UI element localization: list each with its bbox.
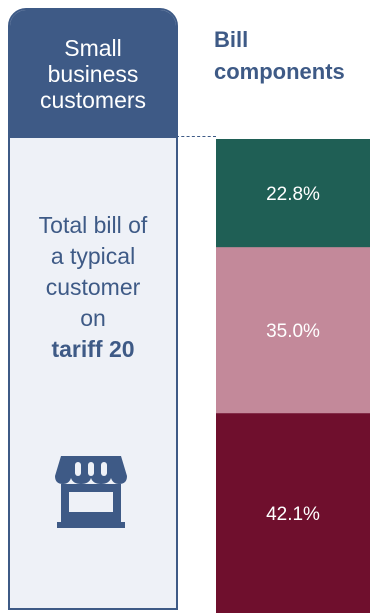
- bar-segment-2: [216, 247, 370, 414]
- bar-segment-1: [216, 139, 370, 248]
- card-header-line: Small: [64, 35, 122, 61]
- card-body-line: Total bill of: [38, 212, 148, 238]
- bill-title-line: components: [214, 59, 345, 84]
- card-header-line: customers: [39, 87, 147, 113]
- card-header: Small business customers: [10, 10, 176, 138]
- shop-icon: [55, 456, 127, 528]
- card-body-line: a typical: [50, 243, 136, 269]
- bar-segment-label-1: 22.8%: [266, 184, 320, 205]
- bar-segment-label-3: 42.1%: [266, 504, 320, 525]
- card-body: Total bill of a typical customer on tari…: [10, 138, 176, 365]
- tariff-label: tariff 20: [51, 336, 135, 362]
- bill-title-line: Bill: [214, 27, 249, 52]
- bar-segment-label-2: 35.0%: [266, 321, 320, 342]
- bar-segment-3: [216, 413, 370, 613]
- bill-components-title: Bill components: [214, 24, 345, 88]
- card-body-line: customer: [45, 274, 141, 300]
- customer-card: Small business customers Total bill of a…: [8, 8, 178, 610]
- card-header-line: business: [47, 61, 139, 87]
- card-body-line: on: [80, 305, 106, 331]
- dashed-connector: [176, 136, 216, 137]
